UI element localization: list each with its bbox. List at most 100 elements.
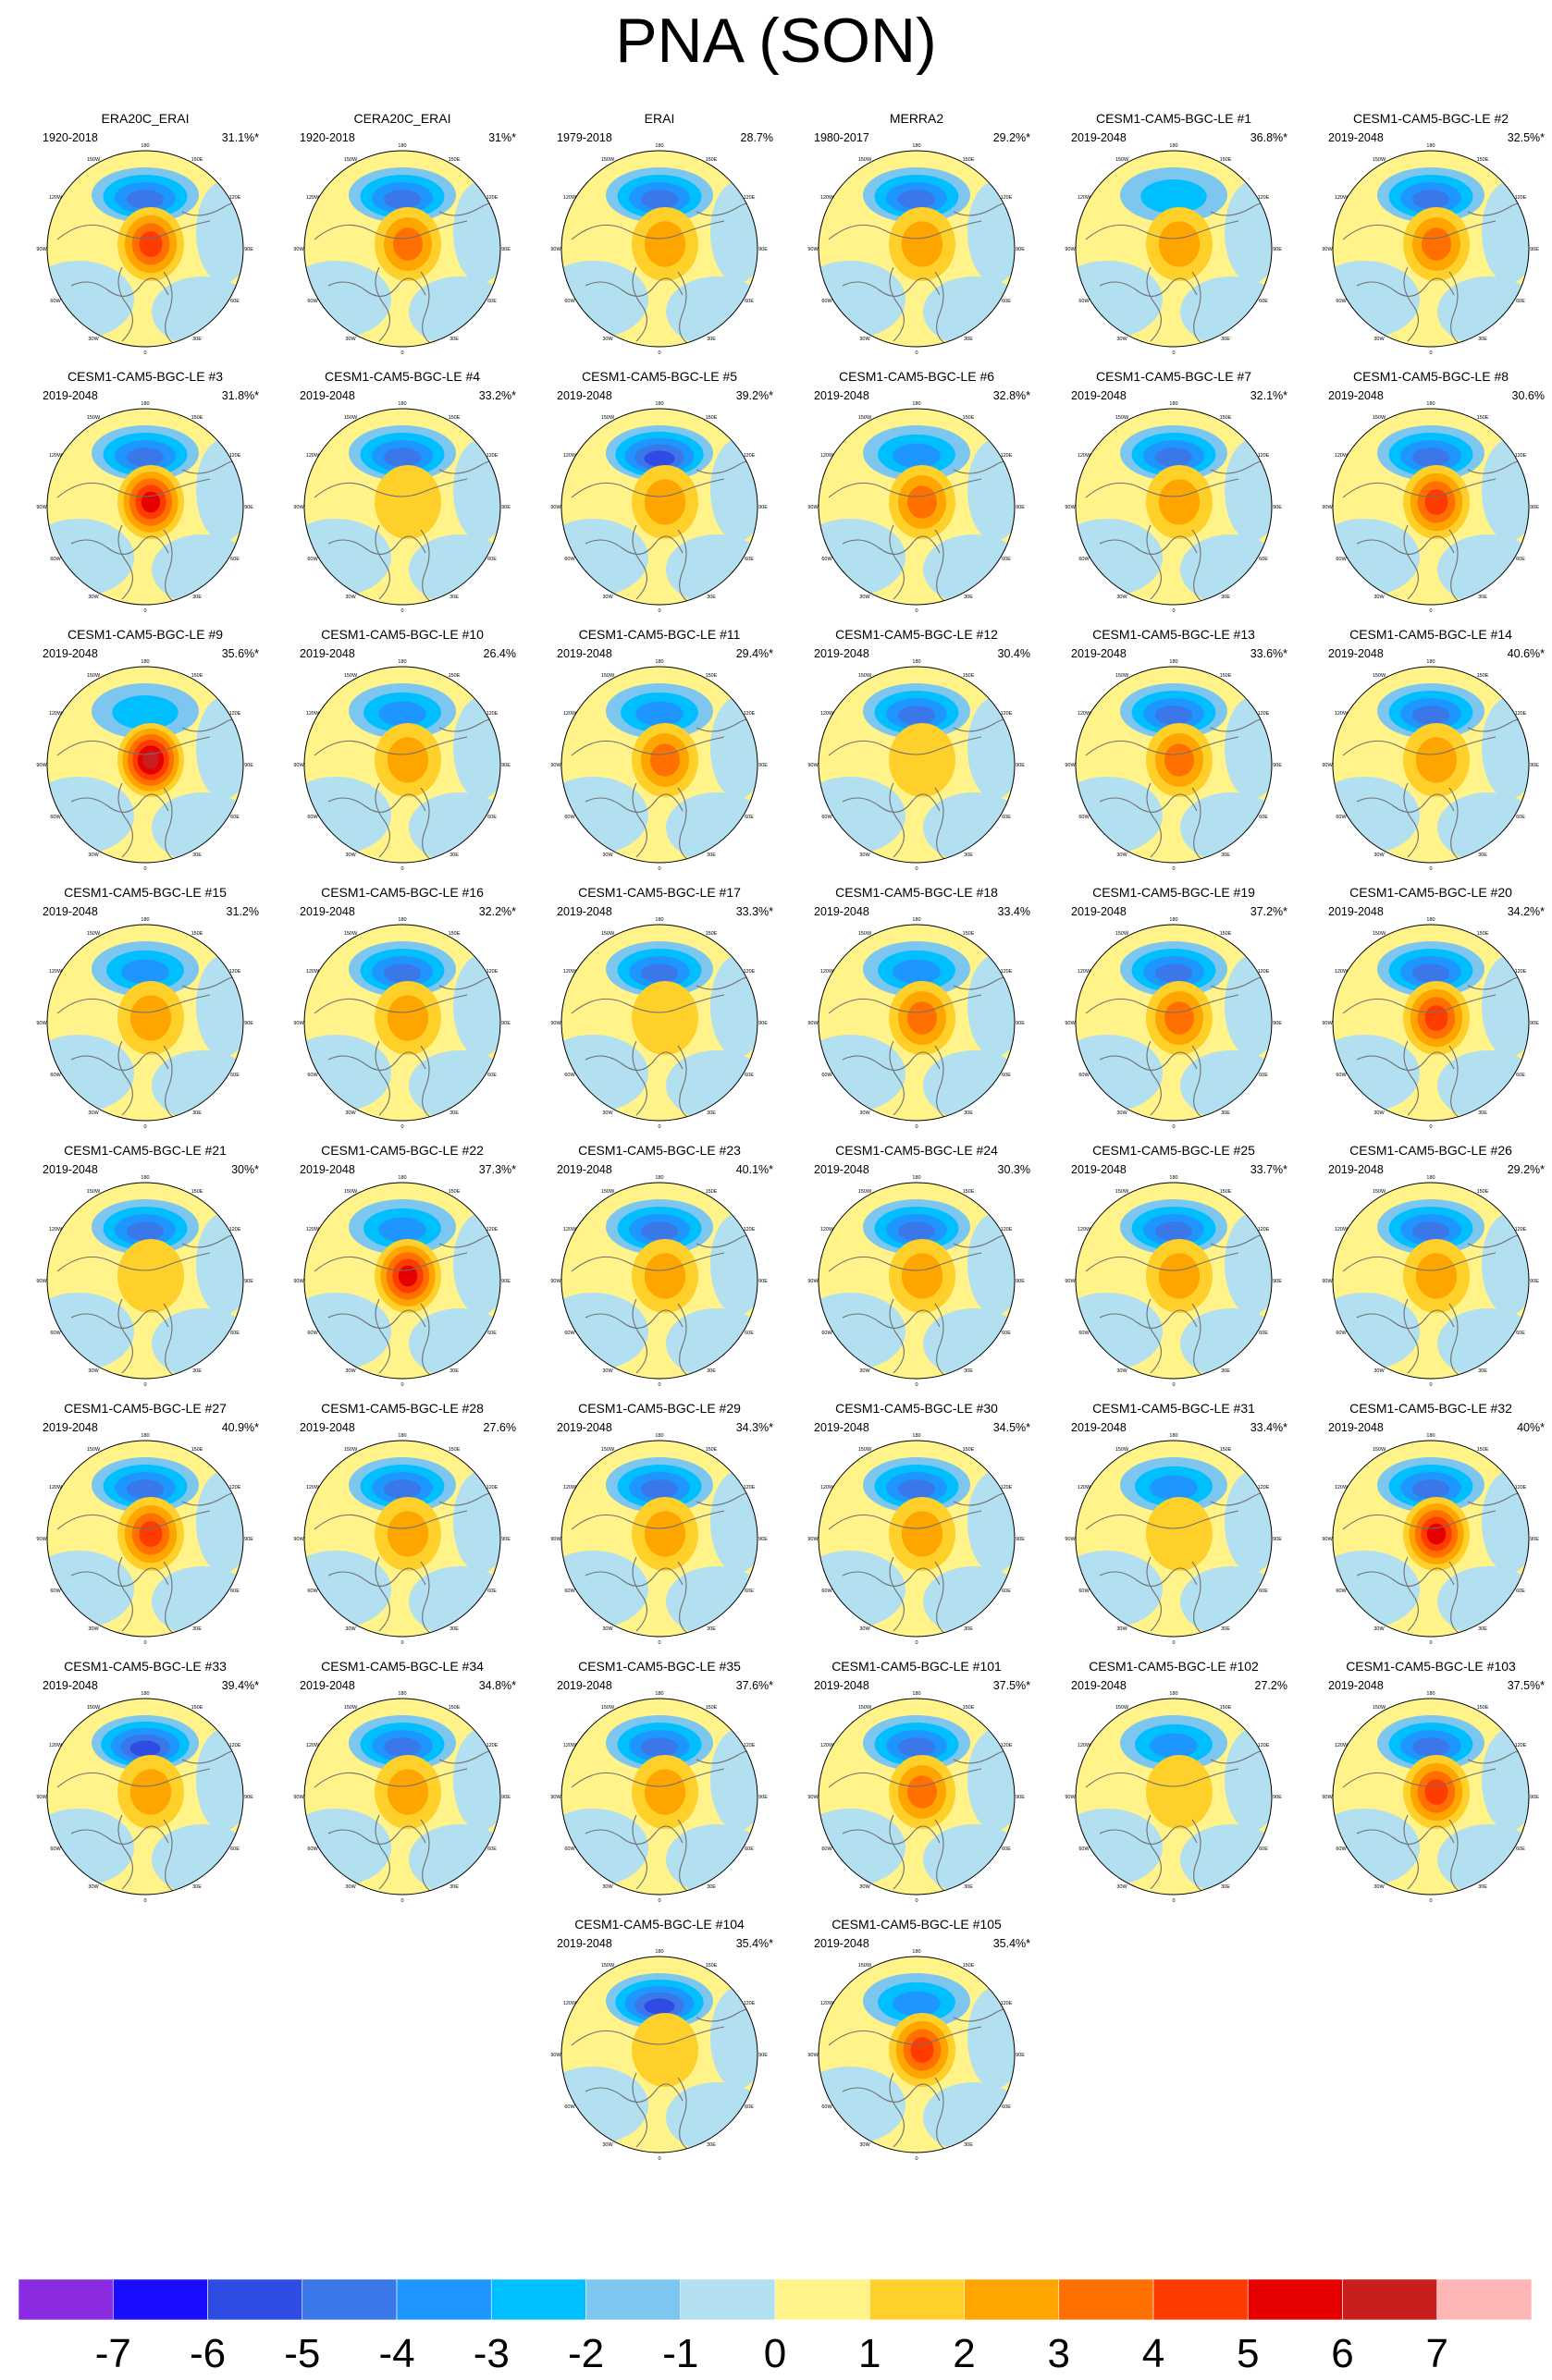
longitude-label: 60E [1516, 1589, 1525, 1594]
longitude-label: 180 [655, 1949, 663, 1955]
panel-variance: 30.4% [997, 647, 1030, 660]
longitude-label: 60W [307, 299, 318, 304]
panel-period: 2019-2048 [300, 389, 355, 402]
coastline [1099, 535, 1198, 555]
panel-variance: 31.1%* [221, 131, 259, 144]
coastline [1342, 1252, 1497, 1272]
coastline [163, 529, 179, 605]
coastline [842, 1825, 941, 1845]
longitude-label: 150W [601, 1705, 615, 1711]
longitude-label: 30W [859, 1110, 870, 1116]
longitude-label: 150E [963, 673, 975, 679]
map-border [818, 1698, 1016, 1895]
polar-map: 180 150W 150E 120W 120E 90W 90E 60W 60E 30W 30E 0 [1065, 1433, 1282, 1646]
coastline [571, 2026, 725, 2046]
longitude-label: 60E [1002, 815, 1011, 820]
panel-title: CESM1-CAM5-BGC-LE #35 [578, 1659, 741, 1674]
longitude-label: 60E [487, 1589, 497, 1594]
polar-map: 180 150W 150E 120W 120E 90W 90E 60W 60E 30W 30E 0 [293, 401, 511, 614]
coastline [117, 782, 133, 858]
longitude-label: 90E [1016, 247, 1025, 252]
coastline [842, 793, 941, 813]
longitude-label: 120W [563, 969, 577, 975]
longitude-label: 150E [1477, 1705, 1489, 1711]
panel-title: CESM1-CAM5-BGC-LE #26 [1349, 1143, 1512, 1158]
longitude-label: 60W [307, 1589, 318, 1594]
coastline [163, 1303, 179, 1379]
longitude-label: 30E [707, 1110, 716, 1116]
coastline [117, 1298, 133, 1374]
negative-center-contour [640, 1221, 679, 1241]
colorbar-tick-label: 7 [1426, 2331, 1448, 2372]
negative-region-east [453, 1471, 500, 1573]
coastline [1448, 1045, 1464, 1121]
coastline [1356, 535, 1455, 555]
coastline [56, 1252, 211, 1272]
polar-map: 180 150W 150E 120W 120E 90W 90E 60W 60E 30W 30E 0 [550, 143, 768, 356]
longitude-label: 180 [141, 401, 149, 407]
longitude-label: 30E [1221, 853, 1230, 858]
panel-variance: 29.2%* [1507, 1163, 1545, 1176]
longitude-label: 60E [1516, 1331, 1525, 1336]
coastline [1191, 1819, 1207, 1895]
coastline [677, 271, 693, 347]
coastline [934, 1819, 950, 1895]
longitude-label: 90E [501, 763, 511, 768]
panel-period: 2019-2048 [43, 1679, 98, 1692]
longitude-label: 90E [1273, 1795, 1282, 1800]
panel-variance: 40.9%* [221, 1421, 259, 1434]
colorbar-swatch [1247, 2279, 1343, 2321]
longitude-label: 0 [915, 1640, 918, 1646]
positive-center-contour [139, 1521, 163, 1547]
longitude-label: 90E [244, 1021, 253, 1026]
longitude-label: 60E [1259, 1331, 1268, 1336]
positive-center-contour [1422, 227, 1451, 261]
panel-title: CESM1-CAM5-BGC-LE #22 [321, 1143, 484, 1158]
longitude-label: 150E [1220, 931, 1232, 937]
panel-title: CESM1-CAM5-BGC-LE #101 [831, 1659, 1002, 1674]
longitude-label: 150E [191, 157, 203, 163]
coastline [1448, 1303, 1464, 1379]
negative-region-east [967, 1213, 1015, 1315]
longitude-label: 120E [229, 1485, 241, 1491]
longitude-label: 30E [964, 595, 973, 600]
negative-center-contour [644, 1998, 675, 2015]
negative-center-contour [1411, 1221, 1450, 1241]
negative-region-east [453, 1729, 500, 1831]
longitude-label: 120E [229, 1743, 241, 1748]
map-border [46, 408, 244, 606]
panel-title: CESM1-CAM5-BGC-LE #21 [64, 1143, 227, 1158]
negative-region-east [453, 181, 500, 283]
longitude-label: 90E [1530, 1537, 1539, 1542]
coastline [828, 478, 982, 498]
negative-center-contour [1154, 705, 1193, 725]
longitude-label: 30E [964, 853, 973, 858]
map-field [561, 1957, 758, 2153]
map-field [1333, 925, 1529, 1121]
longitude-label: 90E [1016, 1537, 1025, 1542]
longitude-label: 120W [1078, 453, 1091, 459]
longitude-label: 180 [655, 1175, 663, 1181]
longitude-label: 150W [344, 1189, 358, 1195]
coastline [117, 1040, 133, 1116]
panel-title: CESM1-CAM5-BGC-LE #23 [578, 1143, 741, 1158]
coastline [696, 718, 758, 742]
coastline [1403, 1298, 1419, 1374]
longitude-label: 180 [1426, 1175, 1435, 1181]
longitude-label: 30W [345, 595, 356, 600]
longitude-label: 0 [915, 608, 918, 614]
panel-period: 2019-2048 [1328, 1421, 1384, 1434]
map-border [46, 1698, 244, 1895]
coastline [953, 2008, 1015, 2032]
map-panel: CESM1-CAM5-BGC-LE #28 2019-2048 27.6% 180 15… [274, 1401, 531, 1646]
negative-region-atlantic [819, 2067, 905, 2144]
coastline [1099, 1051, 1198, 1071]
coastline [56, 1768, 211, 1788]
map-panel: CESM1-CAM5-BGC-LE #25 2019-2048 33.7%* 180 1… [1045, 1143, 1302, 1388]
longitude-label: 150W [1115, 1447, 1129, 1453]
coastline [934, 787, 950, 863]
panel-period: 2019-2048 [814, 1163, 869, 1176]
longitude-label: 60W [821, 2104, 832, 2110]
longitude-label: 90E [1016, 763, 1025, 768]
map-field [561, 1699, 758, 1895]
